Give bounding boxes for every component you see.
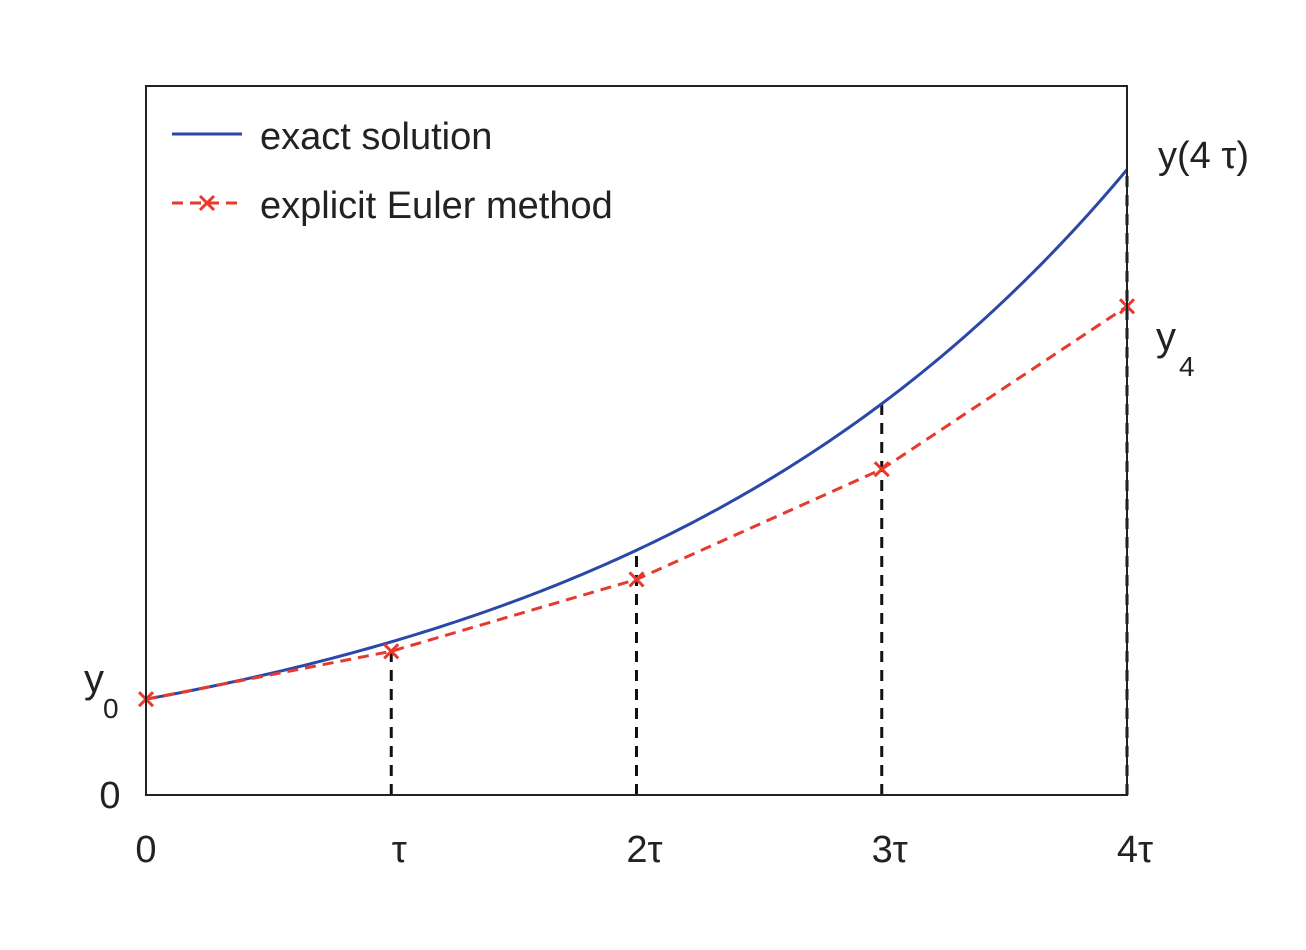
legend-label-explicit-euler: explicit Euler method [260, 185, 613, 227]
legend-label-exact-solution: exact solution [260, 116, 492, 158]
y4-label: y [1156, 315, 1176, 359]
y0-label: y [84, 657, 104, 701]
exact-end-label: y(4 τ) [1158, 135, 1249, 177]
euler-point-2 [628, 571, 645, 588]
annotations: y 0 y 4 y(4 τ) [84, 135, 1249, 724]
x-tick-label-2: 2τ [626, 829, 662, 871]
legend-euler-marker [198, 194, 216, 212]
series-line-exact-solution [145, 168, 1129, 701]
x-tick-labels: 0 τ 2τ 3τ 4τ [135, 829, 1153, 871]
euler-point-1 [383, 643, 400, 660]
y-tick-label: 0 [99, 775, 120, 817]
axes-frame [145, 85, 1128, 796]
legend: exact solution explicit Euler method [172, 116, 613, 227]
euler-markers [137, 298, 1136, 708]
y0-subscript: 0 [103, 693, 119, 724]
legend-x-marker [198, 194, 216, 212]
euler-point-3 [873, 461, 890, 478]
guide-lines [389, 169, 1129, 795]
x-tick-label-0: 0 [135, 829, 156, 871]
x-tick-label-3: 3τ [872, 829, 908, 871]
x-tick-label-4: 4τ [1117, 829, 1153, 871]
y4-subscript: 4 [1179, 351, 1195, 382]
x-tick-label-1: τ [392, 829, 407, 871]
